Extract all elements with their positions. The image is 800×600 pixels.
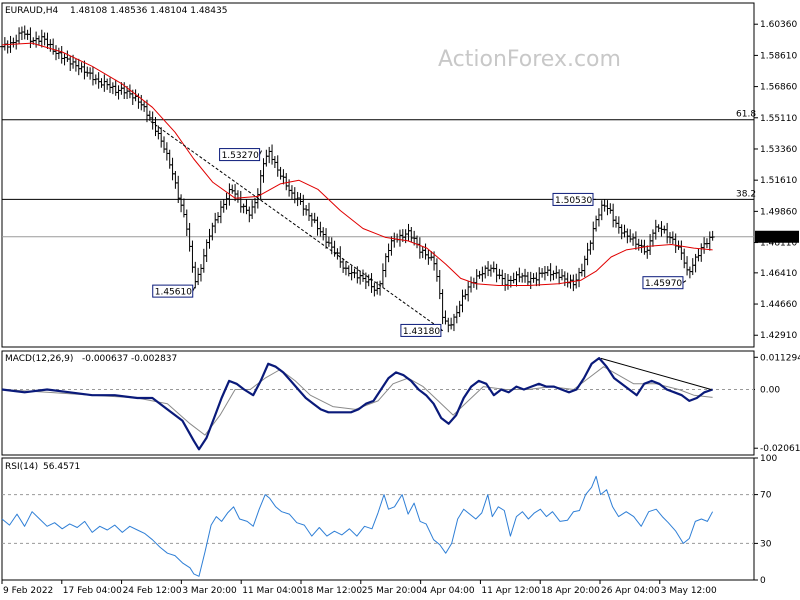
price-callout-box	[400, 323, 442, 337]
price-axis-label: 1.42910	[760, 331, 797, 341]
price-callout-box	[552, 192, 594, 206]
price-panel-frame	[1, 2, 755, 348]
price-axis-label: 1.56860	[760, 83, 797, 93]
fib-level-label: 38.2	[736, 189, 756, 199]
rsi-axis-label: 0	[760, 576, 766, 586]
macd-axis-label: 0.011294	[760, 353, 800, 363]
time-axis-label: 9 Feb 2022	[3, 586, 53, 596]
time-axis-label: 18 Apr 20:00	[541, 586, 600, 596]
rsi-header-name: RSI(14)	[5, 462, 38, 472]
price-header-symbol: EURAUD,H4	[5, 6, 58, 16]
price-callout-label: 1.45610	[155, 288, 192, 298]
moving-average-line	[1, 42, 713, 286]
time-axis-label: 24 Feb 12:00	[123, 586, 182, 596]
price-callout-box	[642, 276, 684, 290]
price-axis-label: 1.55110	[760, 114, 797, 124]
price-header-ohlc: 1.48108 1.48536 1.48104 1.48435	[70, 6, 227, 16]
price-callout-label: 1.45970	[645, 279, 682, 289]
price-callout-box	[152, 284, 194, 298]
price-axis-label: 1.58610	[760, 51, 797, 61]
price-axis-label: 1.53360	[760, 145, 797, 155]
watermark: ActionForex.com	[438, 47, 621, 72]
price-axis-label: 1.46410	[760, 269, 797, 279]
price-axis-label: 1.51610	[760, 176, 797, 186]
time-axis-label: 25 Mar 20:00	[362, 586, 422, 596]
macd-axis-label: -0.020618	[760, 444, 800, 454]
price-callout-label: 1.50530	[555, 196, 592, 206]
current-price-box	[755, 230, 799, 243]
price-axis-label: 1.48110	[760, 239, 797, 249]
rsi-axis-label: 70	[760, 491, 772, 501]
rsi-line	[1, 475, 714, 577]
price-callout-label: 1.43180	[403, 327, 440, 337]
macd-header-name: MACD(12,26,9)	[5, 354, 73, 364]
macd-current-box	[755, 383, 799, 396]
rsi-axis-label: 30	[760, 539, 772, 549]
macd-trendline	[600, 357, 712, 390]
macd-current-label: 0.00	[760, 385, 780, 395]
time-axis-label: 17 Feb 04:00	[63, 586, 122, 596]
price-axis-label: 1.60360	[760, 20, 797, 30]
price-callout-label: 1.53270	[222, 151, 259, 161]
price-axis-label: 1.44660	[760, 300, 797, 310]
price-callout-box	[219, 148, 261, 162]
time-axis-label: 11 Apr 12:00	[481, 586, 540, 596]
fib-level-label: 61.8	[736, 110, 756, 120]
macd-header-values: -0.000637 -0.002837	[82, 354, 177, 364]
macd-panel-frame	[1, 350, 755, 456]
rsi-header-value: 56.4571	[43, 462, 80, 472]
time-axis-label: 18 Mar 12:00	[302, 586, 362, 596]
time-axis-label: 26 Apr 04:00	[601, 586, 660, 596]
time-axis-label: 3 Mar 20:00	[182, 586, 237, 596]
time-axis-label: 11 Mar 04:00	[242, 586, 302, 596]
macd-line	[1, 357, 713, 451]
price-axis-label: 1.49860	[760, 207, 797, 217]
current-price-label: 1.48435	[758, 233, 795, 243]
time-axis-label: 4 Apr 04:00	[422, 586, 475, 596]
macd-signal-line	[1, 366, 713, 436]
time-axis-label: 3 May 12:00	[661, 586, 717, 596]
rsi-axis-label: 100	[760, 454, 777, 464]
